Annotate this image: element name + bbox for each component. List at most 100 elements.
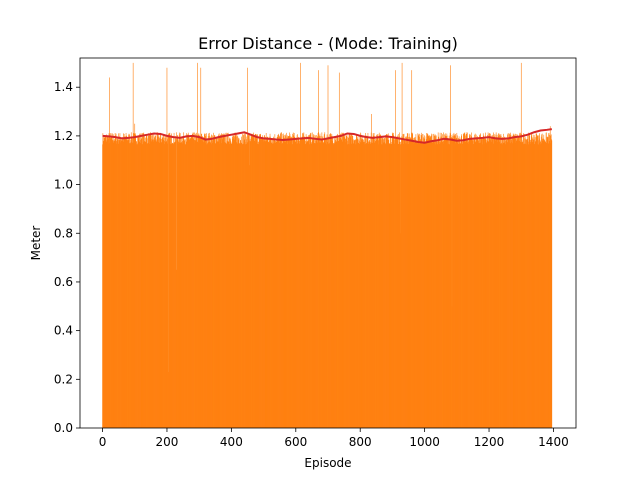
bar — [319, 142, 320, 429]
bar — [411, 134, 413, 428]
bar — [281, 132, 282, 428]
bar — [462, 139, 463, 429]
bar — [288, 135, 289, 428]
bar — [366, 143, 367, 428]
bar — [542, 140, 544, 428]
bar — [200, 133, 202, 428]
bar — [483, 135, 485, 428]
bar — [190, 137, 192, 428]
bar — [347, 137, 349, 428]
bar — [118, 143, 119, 428]
bar — [250, 141, 252, 428]
bar — [130, 143, 132, 428]
bar — [343, 133, 344, 428]
bar — [332, 138, 334, 428]
bar — [521, 133, 522, 428]
bar — [420, 134, 422, 428]
bar — [196, 141, 198, 428]
bar — [495, 139, 496, 428]
bar — [269, 136, 271, 428]
bar — [462, 133, 464, 428]
bar — [107, 135, 108, 428]
bar — [457, 135, 458, 428]
bar — [329, 134, 330, 428]
bar — [110, 136, 112, 429]
bar — [379, 134, 381, 428]
bar — [266, 137, 268, 428]
bar — [526, 139, 527, 428]
bar — [198, 143, 199, 428]
bar — [257, 134, 258, 428]
bar — [512, 135, 513, 428]
bar — [432, 134, 434, 428]
bar — [362, 139, 364, 429]
bar — [151, 139, 152, 428]
bar — [176, 269, 177, 428]
bar — [321, 138, 322, 428]
bar — [485, 139, 487, 428]
bar — [405, 140, 407, 429]
bar — [242, 133, 244, 428]
bar — [408, 137, 409, 429]
bar — [320, 139, 322, 428]
bar — [352, 139, 353, 429]
bar — [485, 139, 487, 428]
bar — [223, 135, 224, 428]
bar — [489, 136, 490, 429]
bar — [440, 141, 442, 429]
bar — [387, 134, 388, 428]
bar — [400, 143, 402, 429]
bar — [305, 140, 306, 428]
bar — [358, 143, 360, 429]
bar — [347, 135, 349, 428]
bar — [507, 142, 509, 428]
bar — [344, 136, 345, 428]
bar — [520, 132, 522, 429]
bar — [402, 136, 403, 428]
bar — [253, 132, 254, 428]
bar — [550, 134, 552, 428]
bar — [270, 140, 272, 428]
bar — [291, 139, 293, 428]
bar — [128, 139, 129, 428]
bar — [312, 138, 314, 428]
bar — [254, 135, 255, 428]
bar — [516, 141, 518, 429]
bar — [230, 141, 232, 428]
bar — [169, 136, 170, 429]
bar — [275, 140, 276, 428]
bar — [549, 132, 551, 428]
bar — [240, 140, 242, 428]
bar — [511, 141, 512, 428]
bar — [509, 136, 510, 429]
bar — [349, 132, 351, 429]
bar — [540, 141, 542, 429]
bar — [160, 142, 162, 428]
bar — [490, 133, 491, 428]
bar — [190, 135, 192, 428]
bar — [455, 137, 457, 428]
bar — [505, 141, 507, 429]
bar — [117, 139, 118, 428]
bar — [324, 140, 325, 428]
bar — [368, 142, 370, 428]
bar — [148, 136, 150, 428]
bar — [328, 142, 330, 429]
bar — [515, 133, 517, 428]
bar — [408, 133, 410, 428]
bar — [454, 135, 455, 429]
bar — [355, 139, 357, 428]
bar — [315, 135, 316, 429]
bar — [242, 144, 243, 429]
bar — [451, 306, 453, 428]
bar — [426, 133, 427, 429]
bar — [241, 143, 243, 429]
bar — [154, 140, 155, 429]
bar — [115, 135, 117, 429]
bar — [395, 138, 397, 428]
bar — [465, 138, 467, 428]
bar — [245, 141, 247, 429]
bar — [166, 67, 168, 428]
bar — [337, 142, 339, 428]
bar — [496, 134, 498, 428]
